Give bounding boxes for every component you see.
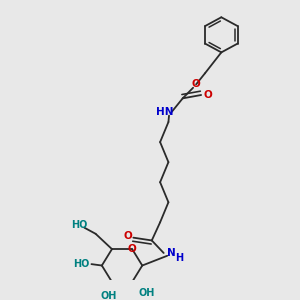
Text: HO: HO (71, 220, 87, 230)
Text: OH: OH (139, 288, 155, 298)
Text: H: H (175, 253, 183, 263)
Text: N: N (167, 248, 176, 258)
Text: O: O (192, 80, 200, 89)
Text: O: O (203, 90, 212, 100)
Text: O: O (123, 231, 132, 241)
Text: O: O (128, 244, 136, 254)
Text: OH: OH (101, 291, 117, 300)
Text: HN: HN (156, 107, 174, 117)
Text: HO: HO (74, 259, 90, 269)
